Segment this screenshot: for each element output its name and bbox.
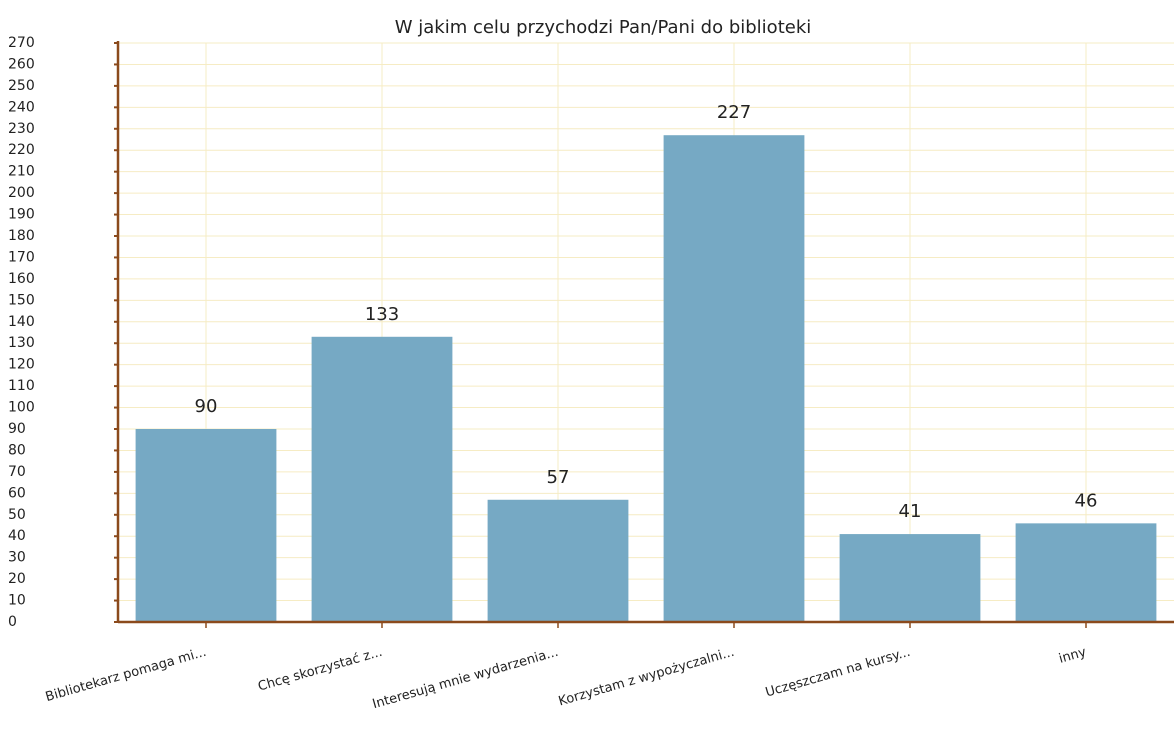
y-tick-label: 30 bbox=[8, 550, 26, 566]
bar bbox=[663, 135, 805, 622]
data-label: 57 bbox=[547, 467, 570, 488]
y-tick-label: 250 bbox=[8, 78, 35, 94]
x-tick-label: Chcę skorzystać z... bbox=[256, 645, 384, 695]
y-tick-label: 150 bbox=[8, 292, 35, 308]
y-tick-label: 60 bbox=[8, 485, 26, 501]
x-tick-label: Interesują mnie wydarzenia... bbox=[371, 645, 560, 712]
y-tick-label: 50 bbox=[8, 507, 26, 523]
y-tick-label: 10 bbox=[8, 593, 26, 609]
y-tick-label: 270 bbox=[8, 35, 35, 51]
y-tick-label: 200 bbox=[8, 185, 35, 201]
data-label: 90 bbox=[195, 396, 218, 417]
x-tick-label: Bibliotekarz pomaga mi... bbox=[44, 645, 208, 705]
y-tick-label: 210 bbox=[8, 164, 35, 180]
x-tick-label: Uczęszczam na kursy... bbox=[764, 645, 912, 701]
y-tick-label: 130 bbox=[8, 335, 35, 351]
y-tick-label: 120 bbox=[8, 357, 35, 373]
y-tick-label: 240 bbox=[8, 99, 35, 115]
data-label: 41 bbox=[899, 501, 922, 522]
bar bbox=[311, 336, 453, 622]
bar bbox=[839, 534, 981, 622]
x-tick-label: inny bbox=[1057, 645, 1088, 667]
chart-title: W jakim celu przychodzi Pan/Pani do bibl… bbox=[395, 17, 812, 38]
y-tick-label: 70 bbox=[8, 464, 26, 480]
y-tick-label: 220 bbox=[8, 142, 35, 158]
y-tick-label: 160 bbox=[8, 271, 35, 287]
y-tick-label: 230 bbox=[8, 121, 35, 137]
y-tick-label: 80 bbox=[8, 442, 26, 458]
y-tick-label: 190 bbox=[8, 207, 35, 223]
bar bbox=[135, 429, 277, 622]
y-tick-label: 40 bbox=[8, 528, 26, 544]
y-tick-label: 90 bbox=[8, 421, 26, 437]
y-tick-label: 140 bbox=[8, 314, 35, 330]
data-label: 133 bbox=[365, 304, 399, 325]
bar bbox=[1015, 523, 1157, 622]
data-label: 227 bbox=[717, 102, 751, 123]
y-tick-label: 170 bbox=[8, 249, 35, 265]
data-label: 46 bbox=[1075, 490, 1098, 511]
y-tick-label: 20 bbox=[8, 571, 26, 587]
y-tick-label: 260 bbox=[8, 56, 35, 72]
y-tick-label: 100 bbox=[8, 400, 35, 416]
y-tick-label: 0 bbox=[8, 614, 17, 630]
x-tick-label: Korzystam z wypożyczalni... bbox=[557, 645, 736, 710]
y-tick-label: 110 bbox=[8, 378, 35, 394]
bar bbox=[487, 499, 629, 622]
y-tick-label: 180 bbox=[8, 228, 35, 244]
